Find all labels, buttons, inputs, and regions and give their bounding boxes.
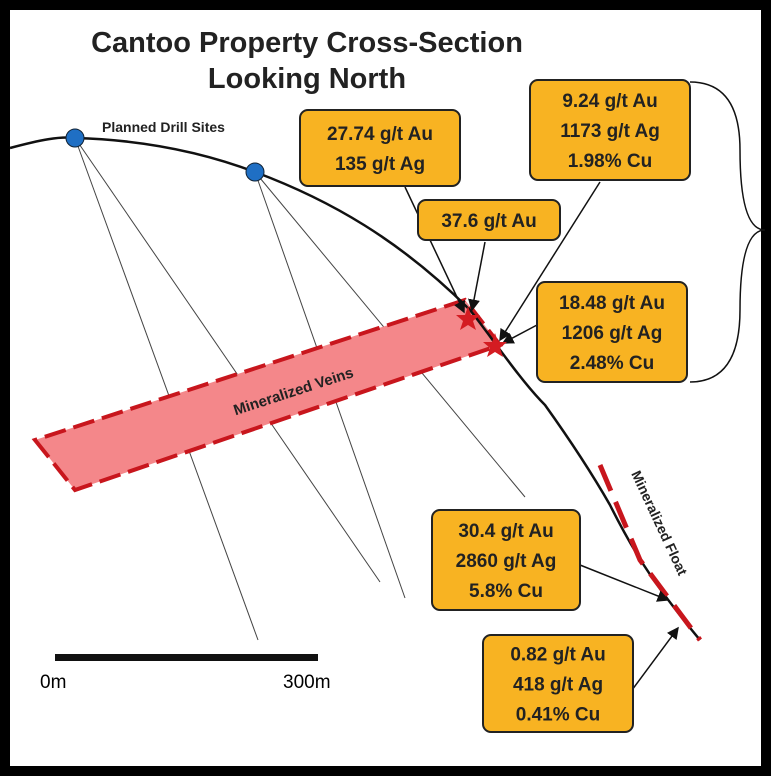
label: Planned Drill Sites xyxy=(102,119,225,135)
assay-text: 1206 g/t Ag xyxy=(562,323,663,344)
assay-text: 135 g/t Ag xyxy=(335,154,425,175)
scale-label: 300m xyxy=(283,672,331,693)
assay-text: 1173 g/t Ag xyxy=(560,121,660,142)
assay-text: 1.98% Cu xyxy=(568,151,652,172)
assay-text: 37.6 g/t Au xyxy=(441,211,536,232)
assay-text: 30.4 g/t Au xyxy=(458,521,553,542)
scale-bar xyxy=(55,654,318,661)
drill-site xyxy=(246,163,264,181)
title: Looking North xyxy=(208,63,406,95)
drill-site xyxy=(66,129,84,147)
assay-text: 18.48 g/t Au xyxy=(559,293,665,314)
assay-text: 9.24 g/t Au xyxy=(562,91,657,112)
cross-section: Cantoo Property Cross-Section Looking No… xyxy=(0,0,771,776)
title: Cantoo Property Cross-Section xyxy=(91,27,523,59)
assay-text: 5.8% Cu xyxy=(469,581,543,602)
assay-text: 418 g/t Ag xyxy=(513,675,603,696)
assay-text: 0.82 g/t Au xyxy=(510,645,605,666)
assay-text: 2860 g/t Ag xyxy=(456,551,557,572)
scale-label: 0m xyxy=(40,672,66,693)
assay-text: 27.74 g/t Au xyxy=(327,124,433,145)
assay-text: 2.48% Cu xyxy=(570,353,654,374)
assay-text: 0.41% Cu xyxy=(516,705,600,726)
